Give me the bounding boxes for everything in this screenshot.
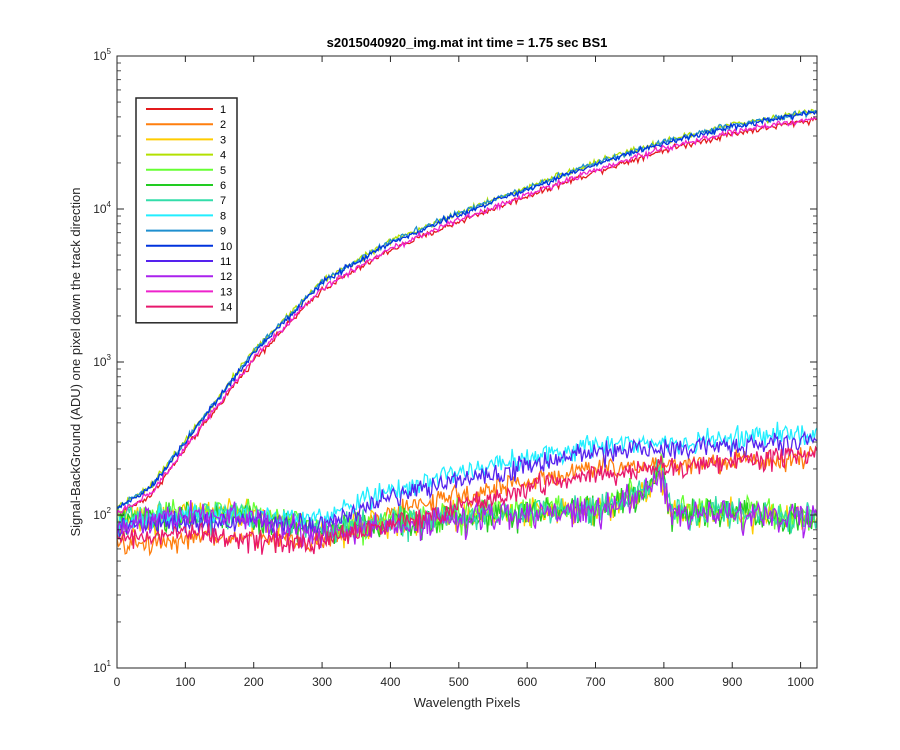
legend-label-13: 13 xyxy=(220,286,232,298)
legend-label-14: 14 xyxy=(220,302,232,314)
x-tick-label: 800 xyxy=(654,675,674,689)
x-tick-label: 400 xyxy=(380,675,400,689)
legend-label-1: 1 xyxy=(220,104,226,116)
y-tick-label: 101 xyxy=(93,659,111,675)
x-axis-label: Wavelength Pixels xyxy=(414,695,521,710)
legend-label-6: 6 xyxy=(220,180,226,192)
x-tick-label: 900 xyxy=(722,675,742,689)
y-tick-label: 102 xyxy=(93,506,111,522)
chart-title: s2015040920_img.mat int time = 1.75 sec … xyxy=(327,35,608,50)
series-layer xyxy=(117,108,817,557)
legend-label-3: 3 xyxy=(220,134,226,146)
legend-label-10: 10 xyxy=(220,241,232,253)
legend-label-9: 9 xyxy=(220,226,226,238)
x-tick-label: 300 xyxy=(312,675,332,689)
x-tick-label: 0 xyxy=(114,675,121,689)
legend-box xyxy=(135,97,238,324)
legend-label-7: 7 xyxy=(220,195,226,207)
y-tick-label: 103 xyxy=(93,353,111,369)
x-tick-label: 500 xyxy=(449,675,469,689)
series-line-13 xyxy=(117,116,817,515)
legend-label-12: 12 xyxy=(220,271,232,283)
legend-label-2: 2 xyxy=(220,119,226,131)
legend-label-4: 4 xyxy=(220,150,226,162)
series-line-14 xyxy=(117,445,817,555)
x-tick-label: 100 xyxy=(175,675,195,689)
x-tick-label: 600 xyxy=(517,675,537,689)
axes-layer: 0 100 200 300 400 500 600 700 800 900 100010110210… xyxy=(93,47,818,689)
series-line-12 xyxy=(117,470,817,550)
legend-label-5: 5 xyxy=(220,165,226,177)
series-line-11 xyxy=(117,430,817,540)
x-tick-label: 700 xyxy=(586,675,606,689)
legend-label-11: 11 xyxy=(220,256,231,268)
y-tick-label: 105 xyxy=(93,47,111,63)
x-tick-label: 200 xyxy=(244,675,264,689)
legend-label-8: 8 xyxy=(220,210,226,222)
y-tick-label: 104 xyxy=(93,200,111,216)
series-line-10 xyxy=(117,109,817,509)
x-tick-label: 1000 xyxy=(787,675,814,689)
y-axis-label: Signal-BackGround (ADU) one pixel down t… xyxy=(68,187,83,536)
